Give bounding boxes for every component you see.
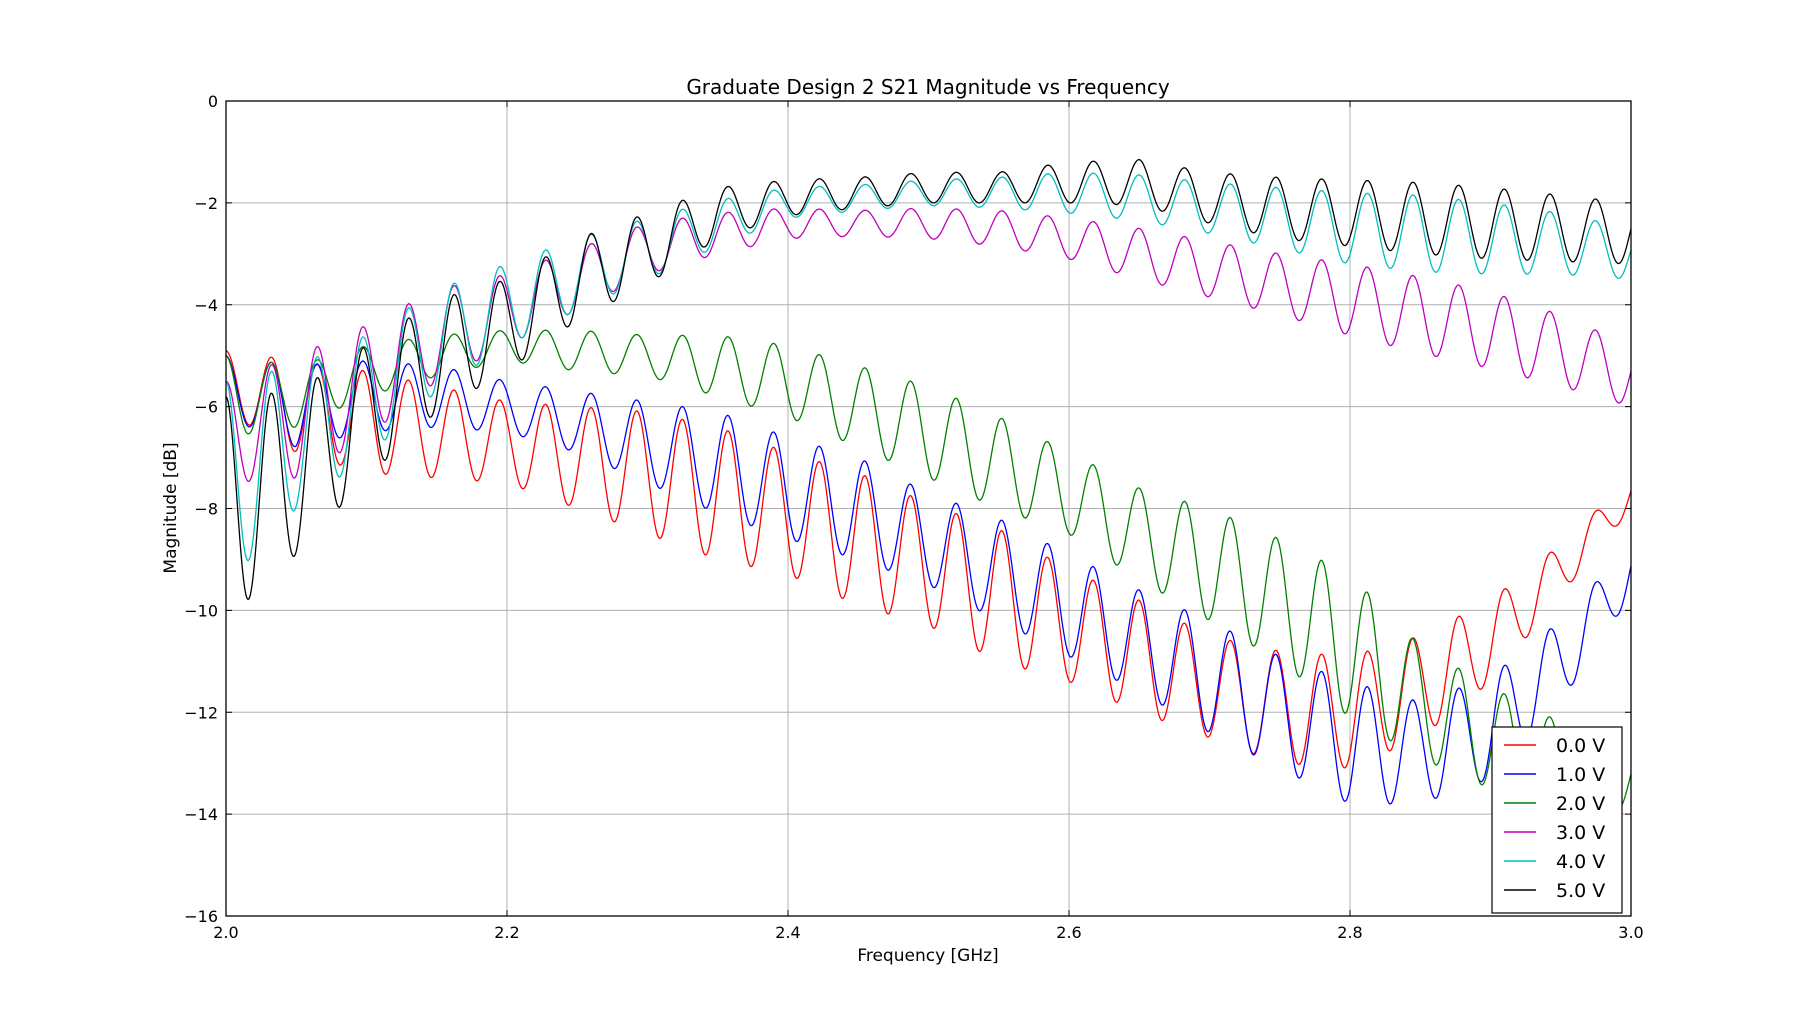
plot-frame bbox=[225, 100, 1632, 917]
legend-box bbox=[1491, 726, 1623, 914]
y-axis-label: Magnitude [dB] bbox=[161, 442, 181, 573]
y-tick-label: −2 bbox=[194, 194, 218, 213]
x-tick-label: 2.0 bbox=[213, 923, 238, 942]
y-tick-label: −8 bbox=[194, 500, 218, 519]
series-line-4-0-V bbox=[226, 172, 1631, 562]
y-tick-label: −16 bbox=[184, 907, 218, 926]
legend-label: 1.0 V bbox=[1556, 764, 1605, 786]
axis-ticks: 2.0 2.2 2.4 2.6 2.8 3.0 0 −2 −4 −6 −8 −10 −12 −14 −16 bbox=[184, 92, 1643, 942]
legend-label: 2.0 V bbox=[1556, 793, 1605, 815]
legend-label: 3.0 V bbox=[1556, 822, 1605, 844]
y-tick-label: −10 bbox=[184, 601, 218, 620]
legend: 0.0 V 1.0 V 2.0 V 3.0 V 4.0 V 5.0 V bbox=[1491, 726, 1623, 914]
plot-series bbox=[226, 158, 1631, 809]
x-tick-label: 2.8 bbox=[1337, 923, 1362, 942]
x-tick-label: 2.2 bbox=[494, 923, 519, 942]
chart-title: Graduate Design 2 S21 Magnitude vs Frequ… bbox=[686, 75, 1170, 99]
legend-label: 0.0 V bbox=[1556, 735, 1605, 757]
x-tick-label: 2.6 bbox=[1056, 923, 1081, 942]
x-axis-label: Frequency [GHz] bbox=[857, 946, 998, 966]
x-tick-label: 2.4 bbox=[775, 923, 800, 942]
series-line-0-0-V bbox=[226, 350, 1631, 769]
series-line-1-0-V bbox=[226, 355, 1631, 805]
y-tick-label: −14 bbox=[184, 805, 218, 824]
y-tick-label: −4 bbox=[194, 296, 218, 315]
y-tick-label: 0 bbox=[208, 92, 218, 111]
series-line-2-0-V bbox=[226, 329, 1631, 809]
legend-label: 5.0 V bbox=[1556, 880, 1605, 902]
legend-label: 4.0 V bbox=[1556, 851, 1605, 873]
x-tick-label: 3.0 bbox=[1618, 923, 1643, 942]
y-tick-label: −12 bbox=[184, 703, 218, 722]
series-line-5-0-V bbox=[226, 158, 1631, 601]
y-tick-label: −6 bbox=[194, 398, 218, 417]
